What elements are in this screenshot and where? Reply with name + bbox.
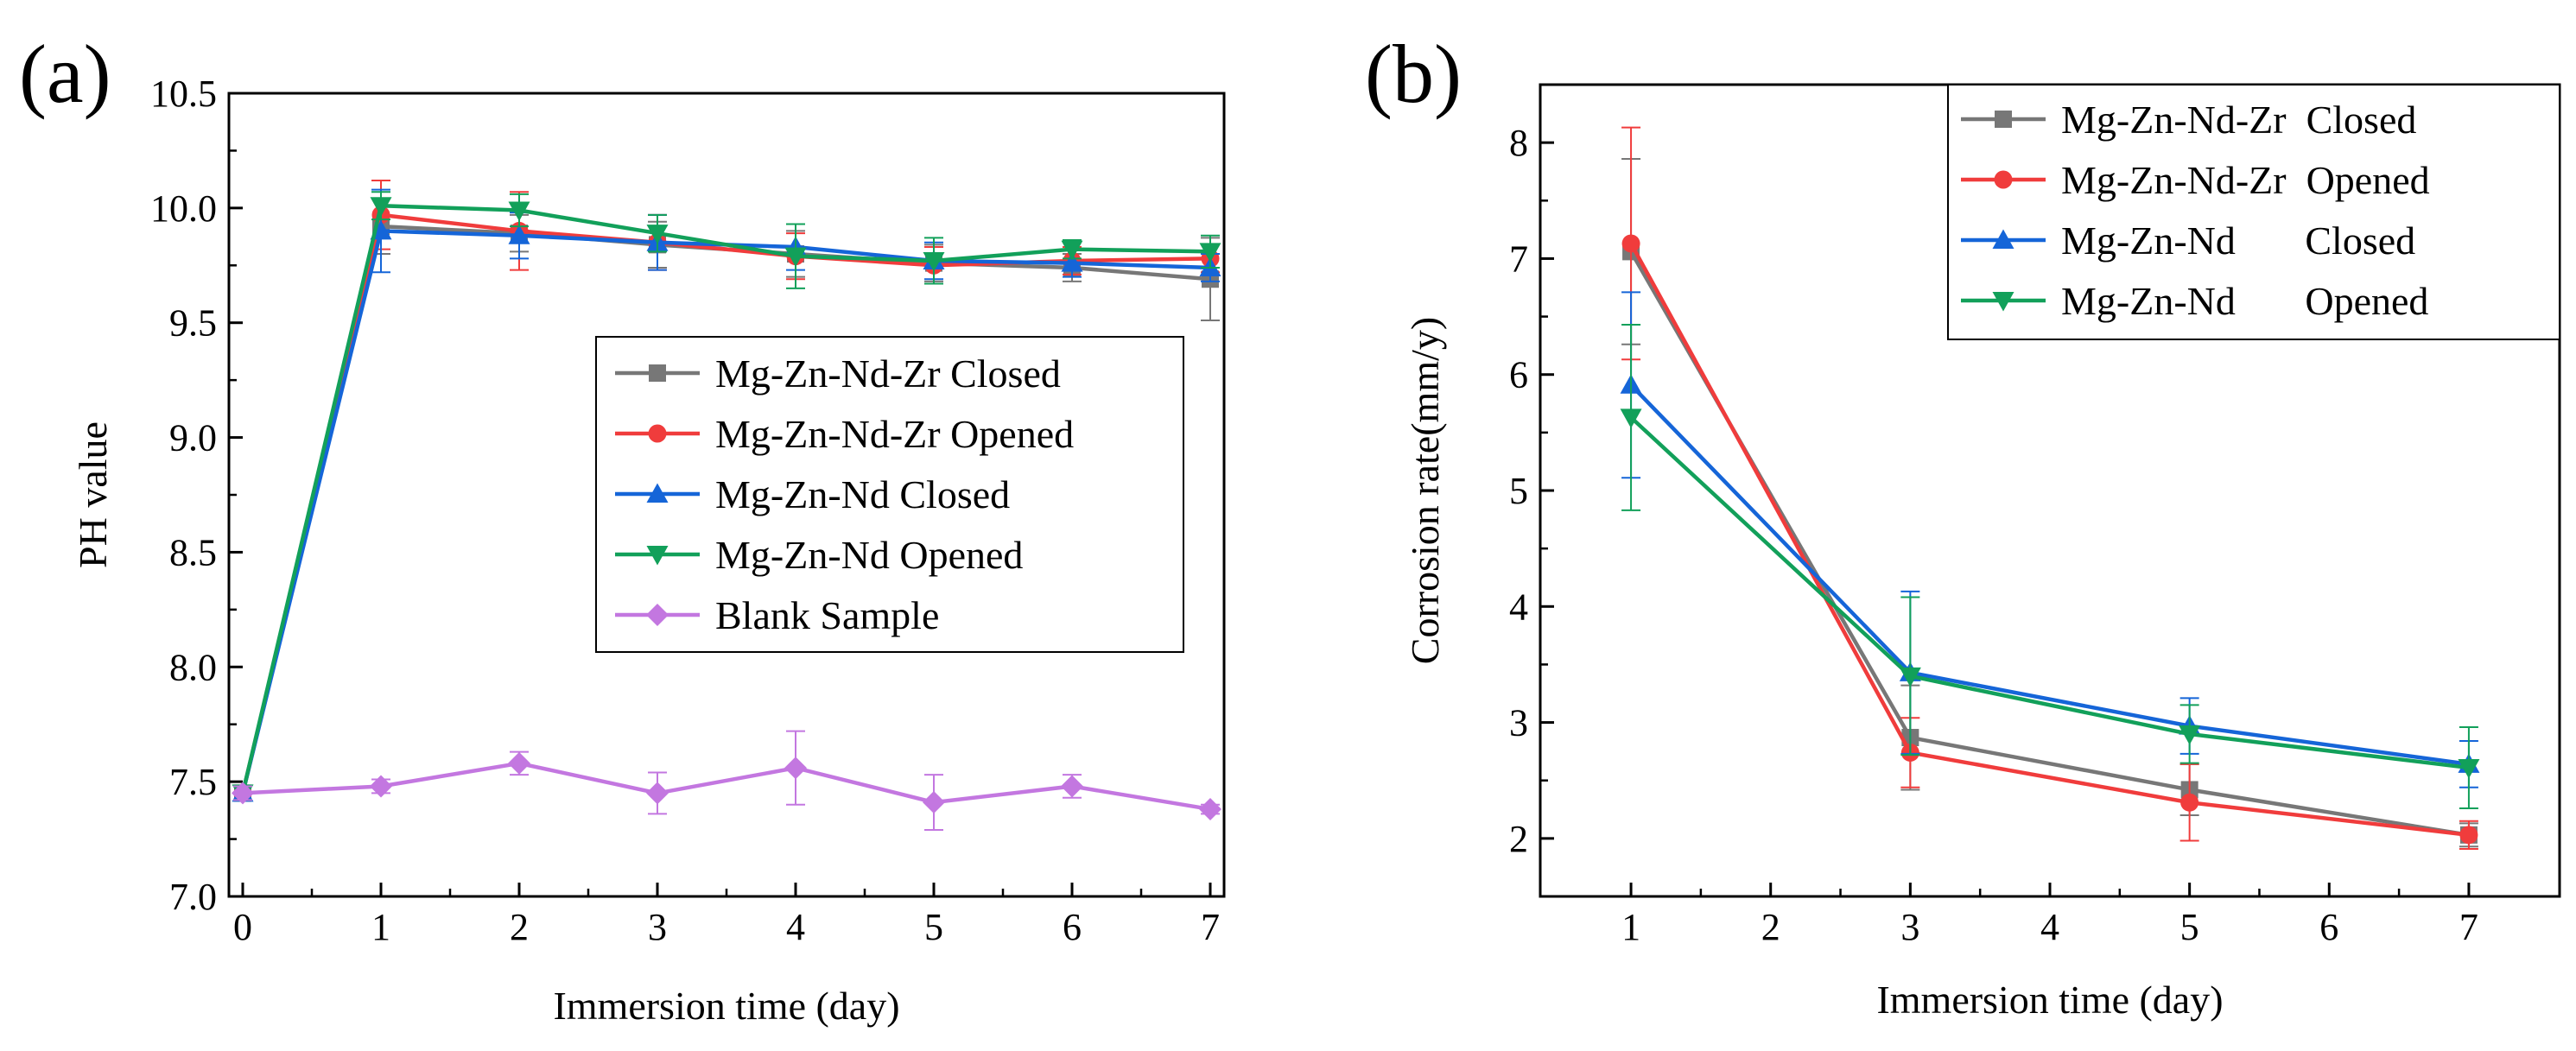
series-line [1629, 383, 2470, 767]
legend-label: Mg-Zn-Nd Opened [715, 533, 1023, 577]
data-point [923, 791, 945, 814]
data-point [646, 225, 669, 244]
data-point [370, 775, 392, 798]
data-point [2180, 793, 2199, 812]
x-tick-label: 6 [1063, 906, 1082, 948]
y-tick-label: 5 [1509, 470, 1528, 512]
legend-marker [646, 483, 669, 503]
x-tick-label: 6 [2319, 906, 2338, 948]
legend-marker [1992, 229, 2014, 249]
y-tick-label: 9.0 [169, 417, 217, 459]
y-tick-label: 7.0 [169, 876, 217, 918]
y-tick-label: 10.0 [150, 187, 217, 230]
legend-label: Mg-Zn-Nd-Zr Closed [2061, 98, 2416, 142]
data-point [1061, 240, 1083, 261]
series-line [1629, 415, 2470, 770]
data-point [508, 751, 530, 775]
y-tick-label: 7 [1509, 237, 1528, 280]
data-point [784, 247, 807, 268]
b-legend-box [1947, 84, 2560, 340]
data-point [1621, 234, 1640, 253]
legend-label: Mg-Zn-Nd-Zr Opened [715, 412, 1074, 456]
panel-label-a: (a) [19, 28, 111, 120]
a-x-axis-title: Immersion time (day) [553, 984, 899, 1028]
x-tick-label: 7 [2459, 906, 2478, 948]
a-y-axis-title: PH value [71, 421, 115, 568]
b-tick-labels: 1 2 3 4 5 6 7 2 3 4 5 6 7 8 [1509, 122, 2478, 948]
b-x-axis-title: Immersion time (day) [1876, 978, 2223, 1022]
data-point [1061, 775, 1083, 798]
x-tick-label: 5 [2180, 906, 2199, 948]
data-point [1620, 408, 1642, 428]
y-tick-label: 3 [1509, 702, 1528, 744]
y-tick-label: 8 [1509, 122, 1528, 164]
y-tick-label: 4 [1509, 586, 1528, 628]
x-tick-label: 4 [786, 906, 805, 948]
legend-label: Mg-Zn-Nd-Zr Opened [2061, 158, 2430, 202]
data-point [1899, 667, 1921, 687]
data-point [508, 225, 530, 244]
series-4 [232, 730, 1221, 831]
a-tick-labels: 0 1 2 3 4 5 6 7 7.0 7.5 8.0 8.5 9.0 9.5 10.0 10.5 [150, 73, 1220, 948]
data-point [784, 757, 807, 780]
legend-marker [646, 546, 669, 566]
a-legend: Mg-Zn-Nd-Zr Closed Mg-Zn-Nd-Zr Opened Mg-Z… [595, 336, 1184, 653]
y-tick-label: 10.5 [150, 73, 217, 115]
data-point [1199, 243, 1221, 263]
x-tick-label: 3 [1900, 906, 1919, 948]
series-3 [1620, 323, 2480, 809]
y-tick-label: 6 [1509, 354, 1528, 396]
data-point [2179, 725, 2201, 745]
x-tick-label: 5 [924, 906, 943, 948]
data-point [2458, 758, 2480, 779]
y-tick-label: 8.5 [169, 531, 217, 573]
x-tick-label: 4 [2040, 906, 2059, 948]
legend-marker [649, 364, 666, 382]
x-tick-label: 7 [1201, 906, 1220, 948]
data-point [923, 251, 945, 272]
legend-marker [648, 424, 667, 443]
legend-marker [1994, 170, 2013, 189]
x-tick-label: 2 [1761, 906, 1780, 948]
data-point [2459, 826, 2478, 845]
legend-label: Mg-Zn-Nd Closed [715, 472, 1010, 516]
series-line [240, 203, 1211, 794]
data-point [232, 782, 254, 805]
y-tick-label: 2 [1509, 818, 1528, 860]
y-tick-label: 7.5 [169, 761, 217, 803]
series-line [242, 761, 1211, 812]
series-line [1629, 242, 2470, 838]
x-tick-label: 1 [1621, 906, 1640, 948]
y-tick-label: 9.5 [169, 302, 217, 345]
a-plot-frame [227, 92, 1226, 898]
x-tick-label: 2 [510, 906, 529, 948]
legend-marker [646, 604, 669, 626]
panel-label-b: (b) [1365, 28, 1462, 120]
data-point [370, 197, 392, 217]
b-series [1620, 126, 2480, 850]
legend-label: Mg-Zn-Nd-Zr Closed [715, 351, 1061, 396]
y-tick-label: 8.0 [169, 646, 217, 688]
data-point [646, 782, 669, 805]
legend-marker [1992, 292, 2014, 312]
data-point [508, 201, 530, 222]
legend-label: Mg-Zn-Nd Closed [2061, 218, 2415, 263]
b-y-axis-title: Corrosion rate(mm/y) [1403, 317, 1447, 664]
x-tick-label: 1 [371, 906, 390, 948]
legend-marker [1995, 111, 2012, 128]
legend-label: Mg-Zn-Nd Opened [2061, 279, 2428, 323]
data-point [1199, 798, 1221, 821]
legend-label: Blank Sample [715, 593, 939, 637]
panel-a: (a) 0 1 2 3 4 5 6 7 7.0 7.5 8.0 8.5 9.0 9.5 10.0 10.5 I… [19, 28, 1226, 1028]
x-tick-label: 3 [648, 906, 667, 948]
data-point [1061, 252, 1083, 272]
x-tick-label: 0 [233, 906, 252, 948]
a-series [232, 179, 1221, 831]
series-2 [1620, 291, 2480, 788]
b-legend: Mg-Zn-Nd-Zr Closed Mg-Zn-Nd-Zr Opened Mg-Z… [1947, 84, 2560, 340]
